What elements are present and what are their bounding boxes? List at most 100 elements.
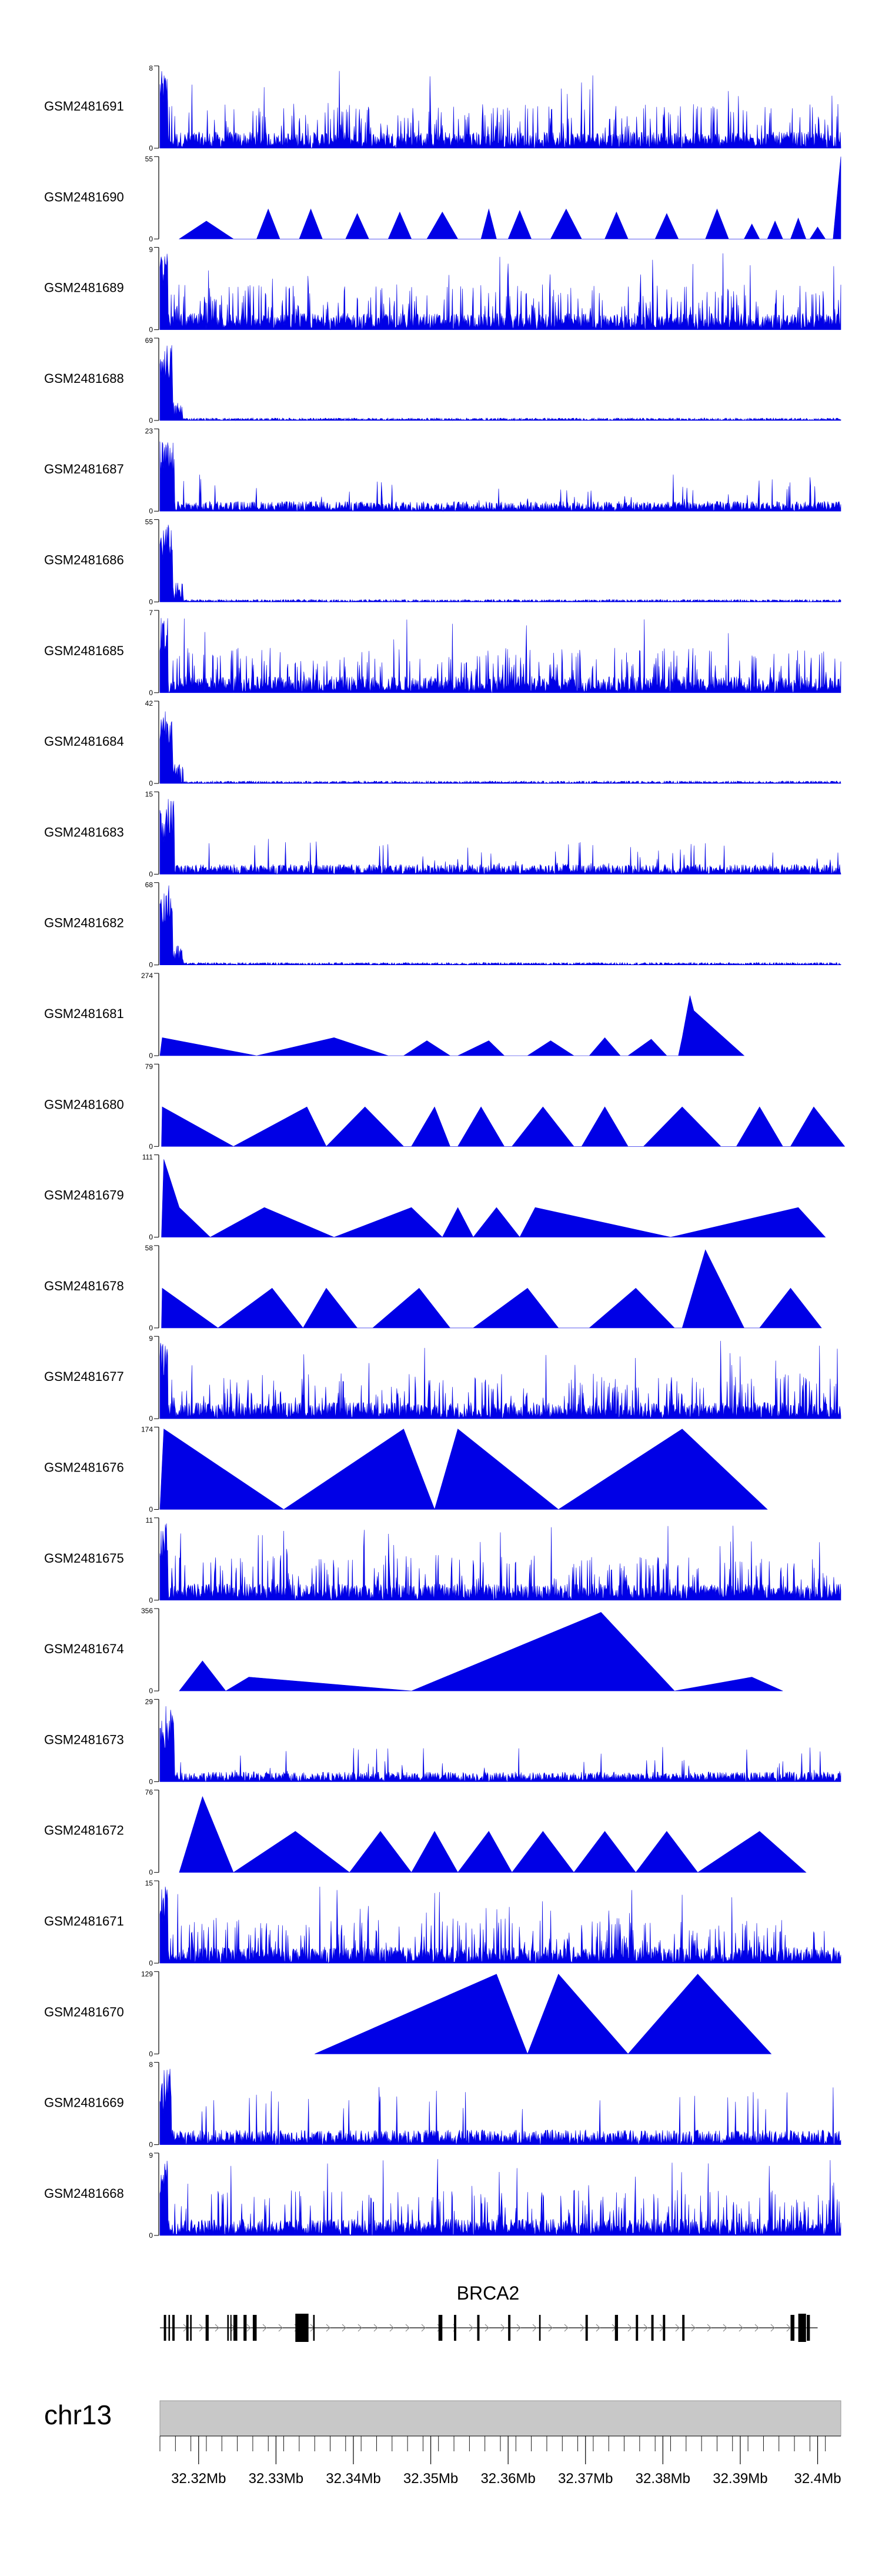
track-ymin-label: 0 — [149, 507, 153, 515]
axis-tick-label: 32.34Mb — [326, 2471, 380, 2487]
track-ymax-label: 79 — [145, 1062, 153, 1070]
track-GSM2481684: GSM2481684 42 0 — [44, 699, 841, 788]
track-ymin-label: 0 — [149, 1687, 153, 1695]
track-GSM2481671: GSM2481671 15 0 — [44, 1879, 841, 1967]
track-label: GSM2481687 — [44, 462, 124, 476]
track-ymax-label: 55 — [145, 155, 153, 163]
exon — [438, 2315, 443, 2341]
track-GSM2481682: GSM2481682 68 0 — [44, 881, 841, 969]
gene-model: BRCA2 — [160, 2283, 818, 2342]
track-label: GSM2481682 — [44, 916, 124, 930]
strand-arrow — [532, 2324, 537, 2332]
coverage-area — [161, 1249, 822, 1329]
track-ymin-label: 0 — [149, 779, 153, 788]
axis-tick-label: 32.39Mb — [713, 2471, 767, 2487]
track-label: GSM2481679 — [44, 1188, 124, 1203]
strand-arrow — [278, 2324, 283, 2332]
track-GSM2481688: GSM2481688 69 0 — [44, 336, 841, 425]
track-GSM2481676: GSM2481676 174 0 — [44, 1426, 768, 1514]
track-GSM2481673: GSM2481673 29 0 — [44, 1697, 841, 1786]
track-label: GSM2481673 — [44, 1732, 124, 1747]
track-ymax-label: 69 — [145, 336, 153, 345]
track-label: GSM2481674 — [44, 1641, 124, 1656]
exon — [233, 2315, 238, 2341]
track-GSM2481687: GSM2481687 23 0 — [44, 427, 841, 515]
strand-arrow — [627, 2324, 632, 2332]
track-ymax-label: 8 — [149, 2061, 153, 2069]
axis-tick-label: 32.37Mb — [558, 2471, 613, 2487]
strand-arrow — [548, 2324, 553, 2332]
track-ymax-label: 58 — [145, 1244, 153, 1252]
track-GSM2481685: GSM2481685 7 0 — [44, 609, 841, 697]
strand-arrow — [500, 2324, 505, 2332]
track-ymax-label: 15 — [145, 790, 153, 798]
track-label: GSM2481675 — [44, 1551, 124, 1566]
track-ymax-label: 274 — [141, 972, 153, 980]
track-ymin-label: 0 — [149, 1052, 153, 1060]
exon — [585, 2315, 588, 2341]
track-ymax-label: 7 — [149, 609, 153, 617]
track-label: GSM2481678 — [44, 1279, 124, 1293]
strand-arrow — [770, 2324, 775, 2332]
axis-tick-label: 32.32Mb — [171, 2471, 226, 2487]
track-ymax-label: 42 — [145, 699, 153, 708]
coverage-area — [179, 1796, 807, 1873]
coverage-area — [159, 2159, 841, 2236]
coverage-area — [161, 1159, 826, 1238]
track-GSM2481669: GSM2481669 8 0 — [44, 2061, 841, 2149]
track-ymin-label: 0 — [149, 961, 153, 969]
track-ymin-label: 0 — [149, 1324, 153, 1332]
exon — [252, 2315, 257, 2341]
exon — [682, 2315, 685, 2341]
axis-tick-label: 32.4Mb — [794, 2471, 841, 2487]
track-GSM2481689: GSM2481689 9 0 — [44, 246, 841, 334]
track-GSM2481668: GSM2481668 9 0 — [44, 2151, 841, 2240]
exon — [807, 2315, 810, 2341]
gene-name: BRCA2 — [457, 2283, 520, 2304]
track-ymin-label: 0 — [149, 1506, 153, 1514]
exon — [798, 2314, 806, 2342]
strand-arrow — [326, 2324, 330, 2332]
exon — [163, 2315, 166, 2341]
track-GSM2481677: GSM2481677 9 0 — [44, 1334, 841, 1423]
exon — [190, 2315, 192, 2341]
track-GSM2481674: GSM2481674 356 0 — [44, 1607, 783, 1695]
track-label: GSM2481680 — [44, 1097, 124, 1112]
coverage-area — [159, 799, 841, 875]
track-GSM2481681: GSM2481681 274 0 — [44, 972, 745, 1060]
strand-arrow — [643, 2324, 648, 2332]
track-ymin-label: 0 — [149, 2050, 153, 2058]
coverage-area — [159, 253, 841, 331]
axis-tick-label: 32.35Mb — [403, 2471, 458, 2487]
coverage-area — [159, 995, 745, 1056]
coverage-area — [161, 1106, 846, 1147]
coverage-area — [159, 1340, 841, 1419]
coverage-area — [159, 525, 841, 603]
strand-arrow — [596, 2324, 600, 2332]
track-label: GSM2481683 — [44, 825, 124, 839]
coverage-area — [159, 1429, 768, 1510]
track-ymin-label: 0 — [149, 1868, 153, 1877]
track-label: GSM2481688 — [44, 371, 124, 386]
track-ymin-label: 0 — [149, 598, 153, 606]
track-label: GSM2481681 — [44, 1006, 124, 1021]
strand-arrow — [707, 2324, 711, 2332]
track-ymax-label: 55 — [145, 518, 153, 526]
track-label: GSM2481669 — [44, 2095, 124, 2110]
exon — [663, 2315, 666, 2341]
coverage-area — [159, 1706, 841, 1783]
strand-arrow — [723, 2324, 727, 2332]
track-GSM2481679: GSM2481679 111 0 — [44, 1153, 826, 1242]
strand-arrow — [199, 2324, 203, 2332]
track-ymin-label: 0 — [149, 416, 153, 425]
strand-arrow — [373, 2324, 378, 2332]
track-ymax-label: 76 — [145, 1788, 153, 1797]
exon — [230, 2315, 232, 2341]
strand-arrow — [215, 2324, 219, 2332]
track-ymax-label: 111 — [142, 1153, 153, 1162]
track-ymax-label: 129 — [141, 1970, 153, 1978]
exon — [477, 2315, 480, 2341]
track-ymin-label: 0 — [149, 689, 153, 697]
track-label: GSM2481668 — [44, 2186, 124, 2201]
